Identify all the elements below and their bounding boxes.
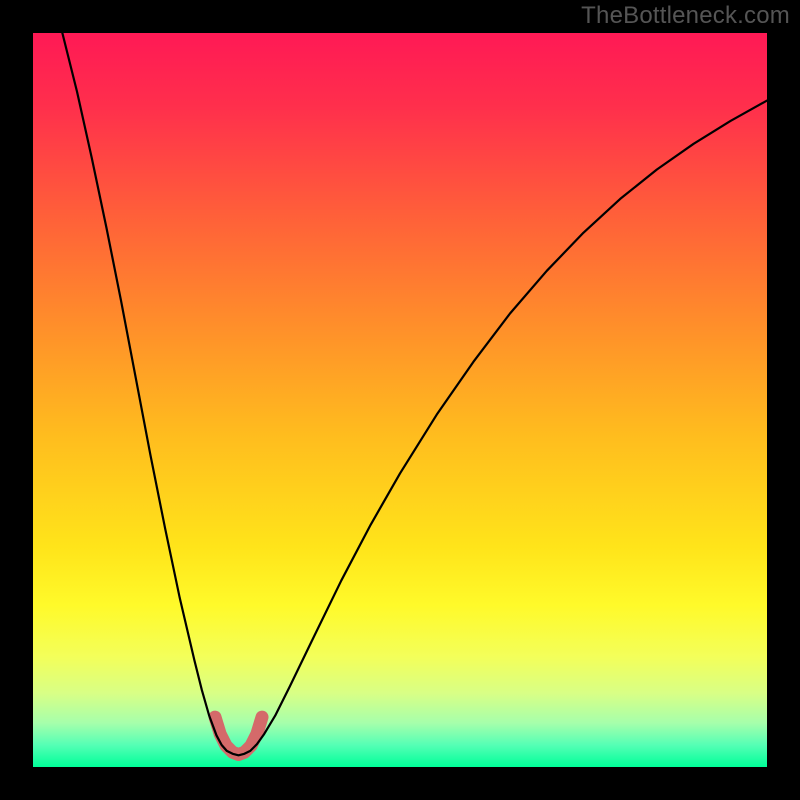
chart-root: TheBottleneck.com	[0, 0, 800, 800]
bottleneck-curve	[62, 33, 767, 755]
valley-marker	[215, 717, 262, 754]
watermark-text: TheBottleneck.com	[581, 2, 790, 30]
curve-layer	[33, 33, 767, 767]
plot-area	[33, 33, 767, 767]
